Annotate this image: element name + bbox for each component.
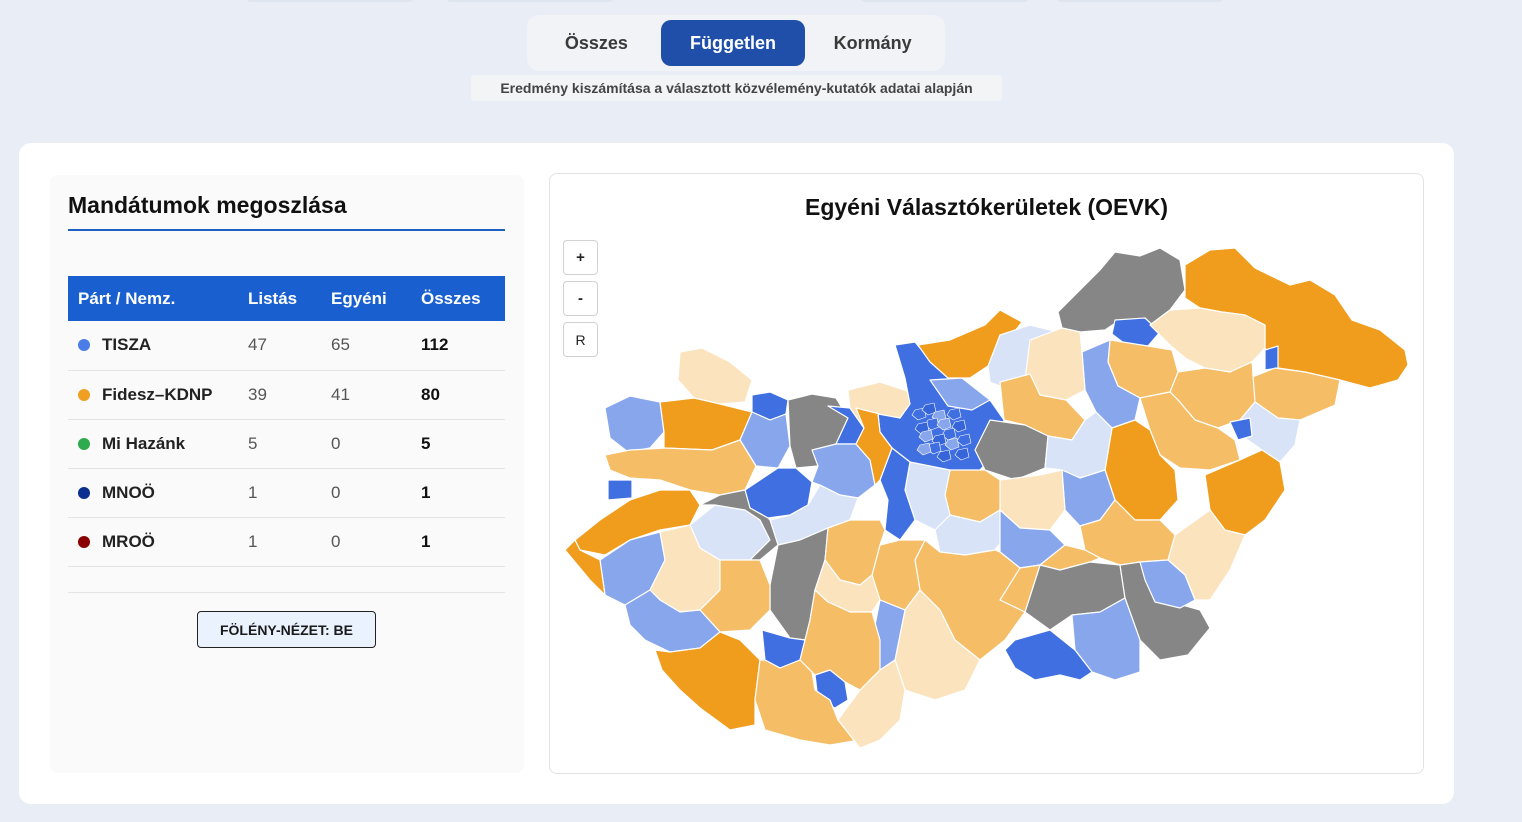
district-region[interactable] <box>855 407 893 486</box>
district-region[interactable] <box>604 395 665 453</box>
budapest-district-region[interactable] <box>921 402 937 416</box>
budapest-district-region[interactable] <box>946 407 962 421</box>
party-color-dot <box>78 486 90 499</box>
district-region[interactable] <box>944 469 1001 523</box>
district-region[interactable] <box>677 347 753 405</box>
total-seats-cell: 1 <box>421 517 505 567</box>
party-cell: Mi Hazánk <box>68 419 248 469</box>
party-color-dot <box>78 388 90 401</box>
tab-fuggetlen[interactable]: Független <box>660 20 806 66</box>
district-region[interactable] <box>1229 417 1253 441</box>
list-seats-cell: 1 <box>248 468 331 518</box>
list-seats-cell: 47 <box>248 321 331 371</box>
total-seats-cell: 112 <box>421 321 505 371</box>
single-seats-cell: 41 <box>331 370 421 420</box>
budapest-district-region[interactable] <box>936 417 952 431</box>
district-region[interactable] <box>754 659 861 746</box>
party-cell: MROÖ <box>68 517 248 567</box>
seats-table: Párt / Nemz. Listás Egyéni Összes TISZA 4… <box>68 276 505 567</box>
col-header-party: Párt / Nemz. <box>68 276 248 321</box>
party-name: TISZA <box>102 335 152 355</box>
party-color-dot <box>78 437 90 450</box>
table-row: Fidesz–KDNP 39 41 80 <box>68 370 505 420</box>
tab-osszes[interactable]: Összes <box>564 32 628 53</box>
zoom-out-button[interactable]: - <box>563 281 598 316</box>
district-region[interactable] <box>1004 629 1093 681</box>
budapest-district-region[interactable] <box>918 429 934 443</box>
seats-panel-title: Mandátumok megoszlása <box>68 192 347 218</box>
party-cell: TISZA <box>68 321 248 371</box>
district-region[interactable] <box>699 489 779 561</box>
budapest-district-region[interactable] <box>916 442 932 456</box>
table-row: Mi Hazánk 5 0 5 <box>68 419 505 469</box>
top-nav-ghost <box>445 0 615 2</box>
calculation-note: Eredmény kiszámítása a választott közvél… <box>471 75 1002 101</box>
title-underline <box>68 229 505 231</box>
list-seats-cell: 39 <box>248 370 331 420</box>
budapest-district-region[interactable] <box>911 407 927 421</box>
district-region[interactable] <box>837 659 906 749</box>
list-seats-cell: 1 <box>248 517 331 567</box>
reset-view-button[interactable]: R <box>563 322 598 357</box>
district-region[interactable] <box>974 419 1049 481</box>
party-name: Fidesz–KDNP <box>102 384 213 404</box>
district-region[interactable] <box>699 559 771 633</box>
district-region[interactable] <box>1139 559 1196 609</box>
party-cell: MNOÖ <box>68 468 248 518</box>
list-seats-cell: 5 <box>248 419 331 469</box>
total-seats-cell: 1 <box>421 468 505 518</box>
budapest-district-region[interactable] <box>944 437 960 451</box>
map-title: Egyéni Választókerületek (OEVK) <box>804 194 1168 220</box>
district-region[interactable] <box>564 539 606 596</box>
zoom-in-button[interactable]: + <box>563 240 598 275</box>
table-row: MROÖ 1 0 1 <box>68 517 505 567</box>
col-header-total: Összes <box>421 276 505 321</box>
divider <box>68 592 505 593</box>
budapest-district-region[interactable] <box>951 419 967 433</box>
table-header-row: Párt / Nemz. Listás Egyéni Összes <box>68 276 505 321</box>
party-color-dot <box>78 339 90 352</box>
scenario-tabs: Összes Független Kormány <box>527 15 945 71</box>
total-seats-cell: 80 <box>421 370 505 420</box>
party-name: MROÖ <box>102 531 155 551</box>
district-region[interactable] <box>1081 339 1141 429</box>
top-nav-ghost <box>860 0 1030 2</box>
table-row: TISZA 47 65 112 <box>68 321 505 371</box>
party-name: Mi Hazánk <box>102 433 186 453</box>
district-region[interactable] <box>607 479 633 501</box>
district-region[interactable] <box>1044 411 1113 479</box>
col-header-list: Listás <box>248 276 331 321</box>
party-name: MNOÖ <box>102 482 155 502</box>
dominance-view-toggle-button[interactable]: FÖLÉNY-NÉZET: BE <box>197 611 376 648</box>
party-color-dot <box>78 535 90 548</box>
col-header-single: Egyéni <box>331 276 421 321</box>
budapest-district-region[interactable] <box>954 447 970 461</box>
district-region[interactable] <box>574 489 701 556</box>
district-region[interactable] <box>1264 345 1279 371</box>
total-seats-cell: 5 <box>421 419 505 469</box>
party-cell: Fidesz–KDNP <box>68 370 248 420</box>
single-seats-cell: 0 <box>331 517 421 567</box>
top-nav-ghost <box>245 0 415 2</box>
single-seats-cell: 0 <box>331 419 421 469</box>
district-region[interactable] <box>1149 307 1266 373</box>
top-nav-ghost <box>1055 0 1225 2</box>
single-seats-cell: 0 <box>331 468 421 518</box>
single-seats-cell: 65 <box>331 321 421 371</box>
table-row: MNOÖ 1 0 1 <box>68 468 505 518</box>
budapest-district-region[interactable] <box>956 433 972 447</box>
budapest-district-region[interactable] <box>936 449 952 463</box>
district-region[interactable] <box>999 564 1041 613</box>
tab-kormany[interactable]: Kormány <box>833 32 912 53</box>
